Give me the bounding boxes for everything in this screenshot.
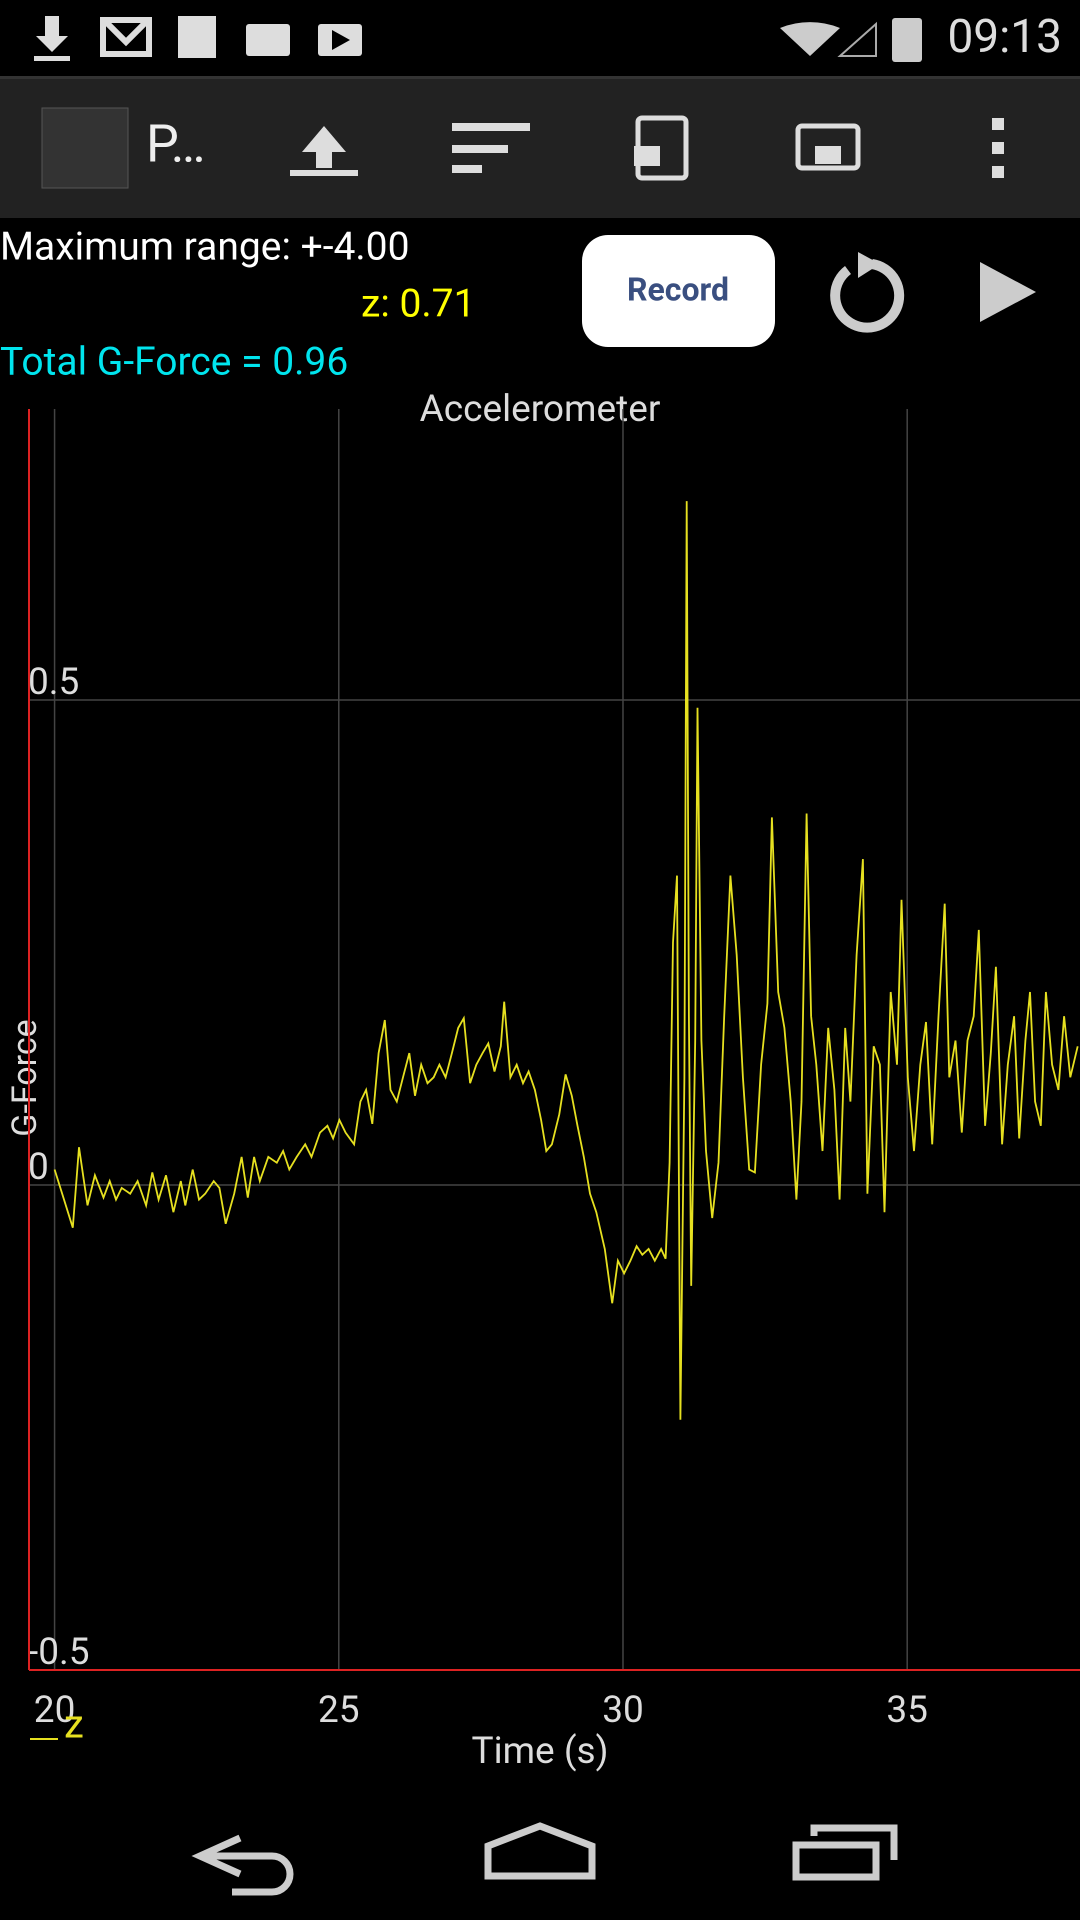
total-g-force: Total G-Force = 0.96 — [0, 338, 348, 384]
home-button[interactable] — [484, 1822, 596, 1880]
y-tick-label: -0.5 — [28, 1631, 90, 1674]
x-axis-label: Time (s) — [472, 1730, 609, 1773]
app-title: P… — [146, 114, 205, 175]
system-icons — [780, 18, 922, 62]
nav-bar — [191, 1822, 898, 1896]
record-button[interactable] — [582, 235, 775, 347]
toolbar-icons[interactable] — [290, 115, 1004, 181]
y-tick-label: 0.5 — [28, 661, 79, 704]
recents-button[interactable] — [792, 1841, 880, 1881]
y-tick-label: 0 — [28, 1146, 49, 1189]
chart-title: Accelerometer — [420, 388, 661, 431]
divider — [0, 76, 1080, 79]
x-tick-label: 30 — [602, 1689, 644, 1732]
y-axis-label: G-Force — [5, 1019, 45, 1136]
back-button[interactable] — [191, 1834, 294, 1896]
data-line — [53, 501, 1079, 1420]
x-tick-label: 25 — [318, 1689, 360, 1732]
chart: Accelerometer Time (s) G-Force 20 25 30 35 -… — [5, 388, 1080, 1773]
play-button[interactable] — [980, 262, 1036, 322]
recents-back — [810, 1824, 898, 1860]
x-tick-label: 35 — [886, 1689, 928, 1732]
x-tick-label: 20 — [34, 1689, 76, 1732]
app-icon[interactable] — [41, 107, 129, 189]
action-bar — [0, 76, 1080, 218]
notification-icons — [34, 16, 362, 61]
record-label: Record — [627, 270, 729, 308]
axis-value: z: 0.71 — [361, 280, 476, 326]
legend-label: z — [64, 1701, 84, 1748]
clock: 09:13 — [947, 10, 1062, 64]
reset-button[interactable] — [830, 252, 905, 333]
max-range: Maximum range: +-4.00 — [0, 223, 410, 269]
